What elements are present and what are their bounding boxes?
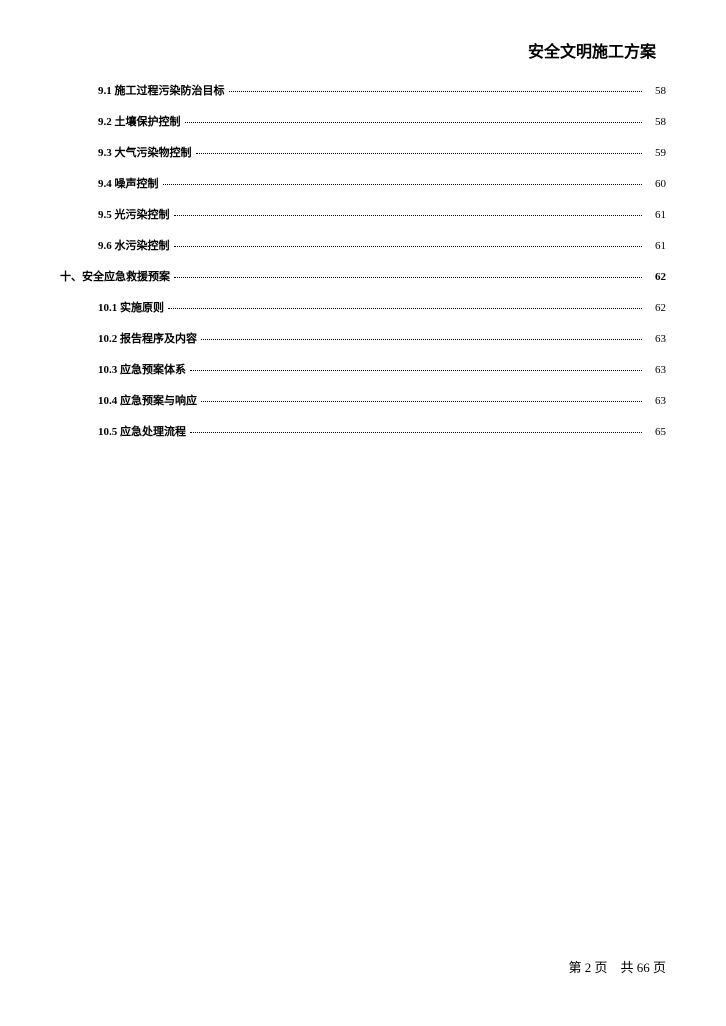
toc-page-number: 62 xyxy=(646,271,666,283)
toc-leader-dots xyxy=(163,184,643,185)
toc-page-number: 63 xyxy=(646,333,666,345)
toc-entry: 9.4 噪声控制 60 xyxy=(60,175,666,191)
toc-entry: 9.6 水污染控制 61 xyxy=(60,237,666,253)
toc-label: 9.1 施工过程污染防治目标 xyxy=(98,82,225,98)
toc-label: 10.1 实施原则 xyxy=(98,299,164,315)
page-header-title: 安全文明施工方案 xyxy=(60,38,666,62)
toc-entry: 9.3 大气污染物控制 59 xyxy=(60,144,666,160)
toc-entry: 10.1 实施原则 62 xyxy=(60,299,666,315)
toc-label: 9.2 土壤保护控制 xyxy=(98,113,181,129)
page-footer: 第 2 页 共 66 页 xyxy=(568,957,666,976)
toc-page-number: 63 xyxy=(646,395,666,407)
toc-label: 10.2 报告程序及内容 xyxy=(98,330,197,346)
toc-leader-dots xyxy=(174,246,643,247)
toc-label: 9.3 大气污染物控制 xyxy=(98,144,192,160)
toc-page-number: 58 xyxy=(646,116,666,128)
toc-page-number: 63 xyxy=(646,364,666,376)
toc-page-number: 61 xyxy=(646,209,666,221)
toc-label: 10.5 应急处理流程 xyxy=(98,423,186,439)
toc-entry: 9.2 土壤保护控制 58 xyxy=(60,113,666,129)
toc-entry: 9.1 施工过程污染防治目标 58 xyxy=(60,82,666,98)
table-of-contents: 9.1 施工过程污染防治目标 58 9.2 土壤保护控制 58 9.3 大气污染… xyxy=(60,82,666,439)
toc-page-number: 62 xyxy=(646,302,666,314)
toc-label: 十、安全应急救援预案 xyxy=(60,268,170,284)
toc-leader-dots xyxy=(229,91,643,92)
toc-page-number: 61 xyxy=(646,240,666,252)
toc-leader-dots xyxy=(174,277,642,278)
toc-leader-dots xyxy=(190,370,642,371)
toc-page-number: 60 xyxy=(646,178,666,190)
toc-entry: 10.5 应急处理流程 65 xyxy=(60,423,666,439)
toc-label: 10.4 应急预案与响应 xyxy=(98,392,197,408)
toc-entry: 10.3 应急预案体系 63 xyxy=(60,361,666,377)
toc-label: 10.3 应急预案体系 xyxy=(98,361,186,377)
toc-label: 9.4 噪声控制 xyxy=(98,175,159,191)
toc-entry: 9.5 光污染控制 61 xyxy=(60,206,666,222)
toc-leader-dots xyxy=(196,153,643,154)
toc-leader-dots xyxy=(168,308,642,309)
toc-entry: 10.2 报告程序及内容 63 xyxy=(60,330,666,346)
toc-label: 9.5 光污染控制 xyxy=(98,206,170,222)
toc-leader-dots xyxy=(174,215,643,216)
toc-entry: 10.4 应急预案与响应 63 xyxy=(60,392,666,408)
toc-entry-section: 十、安全应急救援预案 62 xyxy=(60,268,666,284)
toc-leader-dots xyxy=(190,432,642,433)
toc-leader-dots xyxy=(201,401,642,402)
toc-page-number: 58 xyxy=(646,85,666,97)
toc-leader-dots xyxy=(185,122,643,123)
toc-page-number: 65 xyxy=(646,426,666,438)
toc-label: 9.6 水污染控制 xyxy=(98,237,170,253)
toc-page-number: 59 xyxy=(646,147,666,159)
toc-leader-dots xyxy=(201,339,642,340)
